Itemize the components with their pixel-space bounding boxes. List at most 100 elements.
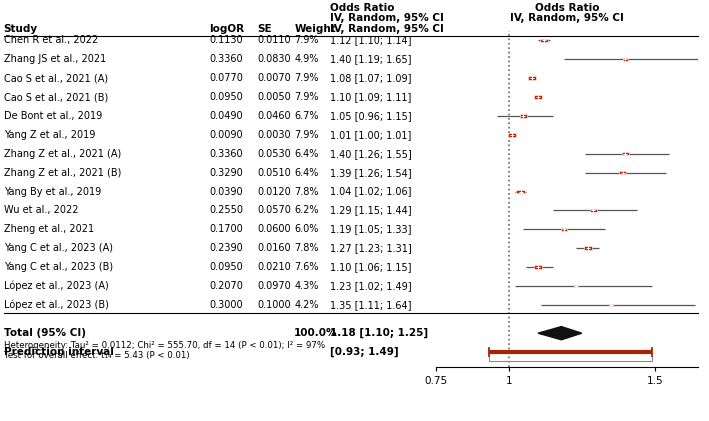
Text: 0.0830: 0.0830: [257, 54, 291, 64]
Text: 6.4%: 6.4%: [294, 168, 318, 178]
Text: 1.19 [1.05; 1.33]: 1.19 [1.05; 1.33]: [330, 224, 411, 234]
Text: Yang By et al., 2019: Yang By et al., 2019: [4, 187, 101, 197]
Text: 0.0210: 0.0210: [257, 262, 291, 272]
Text: Total (95% CI): Total (95% CI): [4, 328, 86, 338]
Text: 0.0770: 0.0770: [209, 73, 243, 83]
Polygon shape: [538, 327, 582, 340]
Text: 0.0570: 0.0570: [257, 205, 291, 216]
Text: Weight: Weight: [294, 24, 336, 34]
Text: 1.05 [0.96; 1.15]: 1.05 [0.96; 1.15]: [330, 111, 411, 121]
Text: IV, Random, 95% CI: IV, Random, 95% CI: [510, 13, 624, 23]
Text: Yang C et al., 2023 (A): Yang C et al., 2023 (A): [4, 243, 113, 253]
Text: Zheng et al., 2021: Zheng et al., 2021: [4, 224, 94, 234]
Text: 1.23 [1.02; 1.49]: 1.23 [1.02; 1.49]: [330, 281, 411, 291]
Text: López et al., 2023 (A): López et al., 2023 (A): [4, 281, 108, 291]
Text: 7.8%: 7.8%: [294, 187, 319, 197]
Text: 1.39 [1.26; 1.54]: 1.39 [1.26; 1.54]: [330, 168, 411, 178]
Text: 1.35 [1.11; 1.64]: 1.35 [1.11; 1.64]: [330, 300, 411, 310]
Bar: [574, 285, 579, 287]
Text: 0.0510: 0.0510: [257, 168, 291, 178]
Text: Zhang Z et al., 2021 (B): Zhang Z et al., 2021 (B): [4, 168, 121, 178]
Text: 1.40 [1.26; 1.55]: 1.40 [1.26; 1.55]: [330, 149, 411, 159]
Text: Heterogeneity: Tau² = 0.0112; Chi² = 555.70, df = 14 (P < 0.01); I² = 97%: Heterogeneity: Tau² = 0.0112; Chi² = 555…: [4, 341, 325, 349]
Text: Study: Study: [4, 24, 38, 34]
Text: 1.10 [1.06; 1.15]: 1.10 [1.06; 1.15]: [330, 262, 411, 272]
Bar: [623, 58, 628, 61]
Bar: [540, 38, 548, 43]
Text: 1.12 [1.10; 1.14]: 1.12 [1.10; 1.14]: [330, 35, 411, 45]
Text: 7.9%: 7.9%: [294, 130, 319, 140]
Text: 0.3360: 0.3360: [209, 54, 242, 64]
Text: 1.01 [1.00; 1.01]: 1.01 [1.00; 1.01]: [330, 130, 411, 140]
Text: López et al., 2023 (B): López et al., 2023 (B): [4, 300, 108, 310]
Text: Prediction interval: Prediction interval: [4, 347, 113, 357]
Text: 0.0050: 0.0050: [257, 92, 291, 102]
Text: 0.0110: 0.0110: [257, 35, 291, 45]
Text: 0.0120: 0.0120: [257, 187, 291, 197]
Text: 1.40 [1.19; 1.65]: 1.40 [1.19; 1.65]: [330, 54, 411, 64]
Text: 0.0600: 0.0600: [257, 224, 291, 234]
Text: 0.0950: 0.0950: [209, 262, 243, 272]
Text: Wu et al., 2022: Wu et al., 2022: [4, 205, 78, 216]
Text: 0.1000: 0.1000: [257, 300, 291, 310]
Text: De Bont et al., 2019: De Bont et al., 2019: [4, 111, 102, 121]
Text: 1.04 [1.02; 1.06]: 1.04 [1.02; 1.06]: [330, 187, 411, 197]
Text: 100.0%: 100.0%: [294, 328, 337, 338]
Text: 0.0030: 0.0030: [257, 130, 291, 140]
Text: Odds Ratio: Odds Ratio: [330, 3, 394, 13]
Text: 6.0%: 6.0%: [294, 224, 318, 234]
Text: 0.1700: 0.1700: [209, 224, 243, 234]
Text: Chen R et al., 2022: Chen R et al., 2022: [4, 35, 98, 45]
Text: 0.0530: 0.0530: [257, 149, 291, 159]
Text: 0.0490: 0.0490: [209, 111, 242, 121]
Text: 0.0390: 0.0390: [209, 187, 242, 197]
Text: IV, Random, 95% CI: IV, Random, 95% CI: [330, 13, 444, 23]
Text: Odds Ratio: Odds Ratio: [535, 3, 599, 13]
Bar: [609, 304, 613, 306]
Text: 0.0070: 0.0070: [257, 73, 291, 83]
Text: logOR: logOR: [209, 24, 245, 34]
Text: Test for overall effect: t₁₄ = 5.43 (P < 0.01): Test for overall effect: t₁₄ = 5.43 (P <…: [4, 351, 189, 360]
Text: 0.3000: 0.3000: [209, 300, 242, 310]
Text: 7.8%: 7.8%: [294, 243, 319, 253]
Text: 6.7%: 6.7%: [294, 111, 319, 121]
Text: [0.93; 1.49]: [0.93; 1.49]: [330, 347, 398, 357]
Bar: [622, 152, 629, 155]
Text: Zhang JS et al., 2021: Zhang JS et al., 2021: [4, 54, 106, 64]
Text: 0.0160: 0.0160: [257, 243, 291, 253]
Text: 0.3360: 0.3360: [209, 149, 242, 159]
Text: IV, Random, 95% CI: IV, Random, 95% CI: [330, 24, 444, 34]
Text: Cao S et al., 2021 (A): Cao S et al., 2021 (A): [4, 73, 108, 83]
Text: 7.9%: 7.9%: [294, 73, 319, 83]
Text: 4.9%: 4.9%: [294, 54, 318, 64]
Bar: [561, 228, 567, 231]
Text: Zhang Z et al., 2021 (A): Zhang Z et al., 2021 (A): [4, 149, 121, 159]
Text: 6.4%: 6.4%: [294, 149, 318, 159]
Text: Yang Z et al., 2019: Yang Z et al., 2019: [4, 130, 95, 140]
Bar: [534, 265, 542, 269]
Text: 0.1130: 0.1130: [209, 35, 242, 45]
Bar: [534, 95, 542, 99]
Text: 0.3290: 0.3290: [209, 168, 243, 178]
Bar: [528, 76, 537, 80]
Bar: [590, 209, 597, 212]
Text: 0.2550: 0.2550: [209, 205, 243, 216]
Bar: [516, 189, 525, 194]
Text: 1.29 [1.15; 1.44]: 1.29 [1.15; 1.44]: [330, 205, 411, 216]
Text: SE: SE: [257, 24, 272, 34]
Text: 0.0970: 0.0970: [257, 281, 291, 291]
Bar: [619, 171, 626, 174]
Bar: [508, 133, 516, 137]
Text: Yang C et al., 2023 (B): Yang C et al., 2023 (B): [4, 262, 113, 272]
Bar: [584, 246, 592, 250]
Text: 7.9%: 7.9%: [294, 35, 319, 45]
Text: 0.0460: 0.0460: [257, 111, 291, 121]
Text: 1.27 [1.23; 1.31]: 1.27 [1.23; 1.31]: [330, 243, 411, 253]
Text: 6.2%: 6.2%: [294, 205, 319, 216]
Text: 7.9%: 7.9%: [294, 92, 319, 102]
Text: 4.2%: 4.2%: [294, 300, 319, 310]
Text: 1.10 [1.09; 1.11]: 1.10 [1.09; 1.11]: [330, 92, 411, 102]
Text: 0.0090: 0.0090: [209, 130, 242, 140]
Bar: [520, 115, 527, 117]
Text: Cao S et al., 2021 (B): Cao S et al., 2021 (B): [4, 92, 108, 102]
